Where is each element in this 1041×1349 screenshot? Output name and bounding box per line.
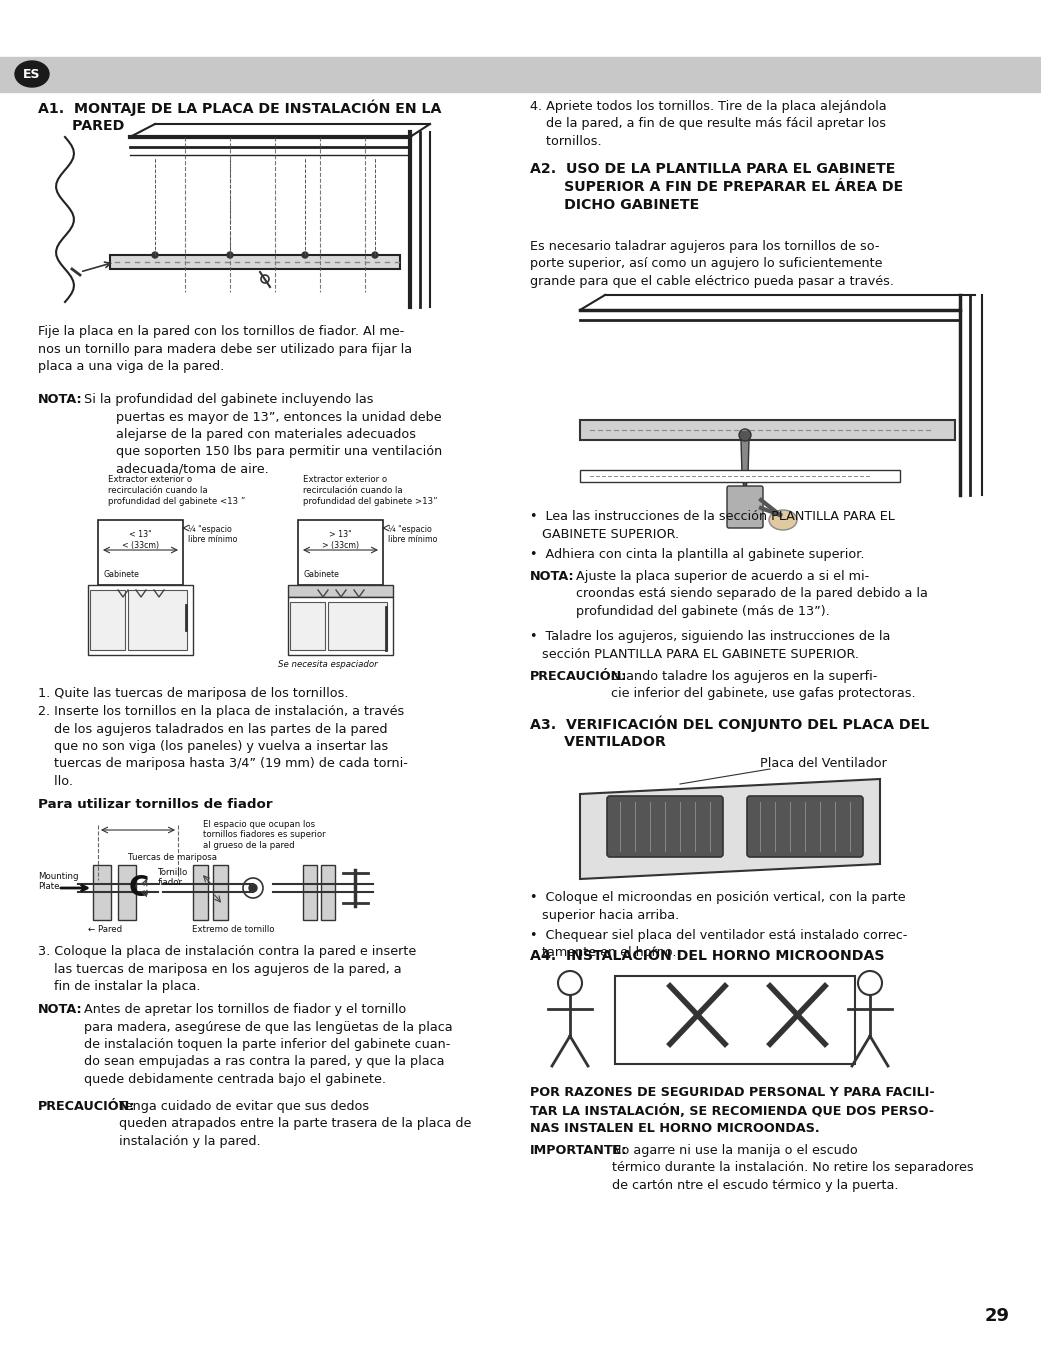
Text: C: C bbox=[129, 874, 149, 902]
Text: 1. Quite las tuercas de mariposa de los tornillos.: 1. Quite las tuercas de mariposa de los … bbox=[39, 687, 349, 700]
Text: ← Pared: ← Pared bbox=[88, 925, 122, 934]
FancyBboxPatch shape bbox=[727, 486, 763, 527]
Bar bbox=[88, 585, 193, 656]
Polygon shape bbox=[741, 440, 750, 475]
Polygon shape bbox=[580, 778, 880, 880]
Text: Ajuste la placa superior de acuerdo a si el mi-
croondas está siendo separado de: Ajuste la placa superior de acuerdo a si… bbox=[576, 571, 928, 618]
Ellipse shape bbox=[15, 61, 49, 86]
Text: •  Coloque el microondas en posición vertical, con la parte
   superior hacia ar: • Coloque el microondas en posición vert… bbox=[530, 890, 906, 921]
Bar bbox=[615, 975, 855, 1064]
Polygon shape bbox=[742, 475, 748, 488]
Text: Es necesario taladrar agujeros para los tornillos de so-
porte superior, así com: Es necesario taladrar agujeros para los … bbox=[530, 240, 894, 287]
Bar bbox=[580, 469, 900, 482]
Text: Gabinete: Gabinete bbox=[103, 571, 138, 579]
Circle shape bbox=[249, 884, 257, 892]
Circle shape bbox=[302, 252, 308, 258]
Text: •  Lea las instrucciones de la sección PLANTILLA PARA EL
   GABINETE SUPERIOR.: • Lea las instrucciones de la sección PL… bbox=[530, 510, 895, 541]
FancyBboxPatch shape bbox=[607, 796, 723, 857]
Text: •  Taladre los agujeros, siguiendo las instrucciones de la
   sección PLANTILLA : • Taladre los agujeros, siguiendo las in… bbox=[530, 630, 890, 661]
Bar bbox=[98, 519, 183, 585]
Bar bbox=[93, 865, 111, 920]
Text: Se necesita espaciador: Se necesita espaciador bbox=[278, 660, 378, 669]
Bar bbox=[288, 598, 393, 656]
Text: ¼ "espacio
libre mínimo: ¼ "espacio libre mínimo bbox=[388, 525, 437, 545]
Bar bbox=[0, 57, 1041, 92]
Circle shape bbox=[372, 252, 378, 258]
Text: A1.  MONTAJE DE LA PLACA DE INSTALACIÓN EN LA
       PARED: A1. MONTAJE DE LA PLACA DE INSTALACIÓN E… bbox=[39, 100, 441, 132]
Text: ES: ES bbox=[23, 67, 41, 81]
Text: A3.  VERIFICACIÓN DEL CONJUNTO DEL PLACA DEL
       VENTILADOR: A3. VERIFICACIÓN DEL CONJUNTO DEL PLACA … bbox=[530, 715, 930, 749]
Text: IMPORTANTE:: IMPORTANTE: bbox=[530, 1144, 628, 1157]
Text: PRECAUCIÓN:: PRECAUCIÓN: bbox=[39, 1099, 135, 1113]
Text: Mounting
Plate: Mounting Plate bbox=[39, 871, 78, 892]
Bar bbox=[321, 865, 335, 920]
Text: Tuercas de mariposa: Tuercas de mariposa bbox=[128, 853, 217, 862]
FancyBboxPatch shape bbox=[747, 796, 863, 857]
Circle shape bbox=[243, 878, 263, 898]
Text: Tenga cuidado de evitar que sus dedos
queden atrapados entre la parte trasera de: Tenga cuidado de evitar que sus dedos qu… bbox=[119, 1099, 472, 1148]
Text: NOTA:: NOTA: bbox=[39, 393, 82, 406]
Bar bbox=[328, 602, 387, 650]
Bar bbox=[118, 865, 136, 920]
Bar bbox=[288, 585, 393, 598]
Text: •  Chequear siel placa del ventilador está instalado correc-
   tamente en el ho: • Chequear siel placa del ventilador est… bbox=[530, 929, 908, 959]
Text: Para utilizar tornillos de fiador: Para utilizar tornillos de fiador bbox=[39, 799, 273, 811]
Text: Extremo de tornillo: Extremo de tornillo bbox=[192, 925, 274, 934]
Text: Gabinete: Gabinete bbox=[303, 571, 339, 579]
Text: ¼ "espacio
libre mínimo: ¼ "espacio libre mínimo bbox=[188, 525, 237, 545]
Text: 4. Apriete todos los tornillos. Tire de la placa alejándola
    de la pared, a f: 4. Apriete todos los tornillos. Tire de … bbox=[530, 100, 887, 148]
Text: A4.  INSTALACIÓN DEL HORNO MICROONDAS: A4. INSTALACIÓN DEL HORNO MICROONDAS bbox=[530, 948, 885, 963]
Text: NOTA:: NOTA: bbox=[39, 1004, 82, 1016]
Bar bbox=[580, 420, 955, 440]
Text: Fije la placa en la pared con los tornillos de fiador. Al me-
nos un tornillo pa: Fije la placa en la pared con los tornil… bbox=[39, 325, 412, 374]
Text: •  Adhiera con cinta la plantilla al gabinete superior.: • Adhiera con cinta la plantilla al gabi… bbox=[530, 548, 864, 561]
Text: Si la profundidad del gabinete incluyendo las
        puertas es mayor de 13”, e: Si la profundidad del gabinete incluyend… bbox=[84, 393, 442, 476]
Text: NOTA:: NOTA: bbox=[530, 571, 575, 583]
Circle shape bbox=[152, 252, 158, 258]
Text: < 13"
< (33cm): < 13" < (33cm) bbox=[122, 530, 159, 549]
Bar bbox=[90, 590, 125, 650]
Bar bbox=[213, 865, 228, 920]
Circle shape bbox=[739, 429, 751, 441]
Polygon shape bbox=[110, 255, 400, 268]
Bar bbox=[128, 590, 187, 650]
Text: Antes de apretar los tornillos de fiador y el tornillo
para madera, asegúrese de: Antes de apretar los tornillos de fiador… bbox=[84, 1004, 453, 1086]
Text: cuando taladre los agujeros en la superfi-
cie inferior del gabinete, use gafas : cuando taladre los agujeros en la superf… bbox=[611, 670, 916, 700]
Text: Tornillo
fiador: Tornillo fiador bbox=[158, 867, 188, 888]
Circle shape bbox=[227, 252, 233, 258]
Text: Extractor exterior o
recirculación cuando la
profundidad del gabinete <13 ”: Extractor exterior o recirculación cuand… bbox=[108, 475, 246, 506]
Text: POR RAZONES DE SEGURIDAD PERSONAL Y PARA FACILI-
TAR LA INSTALACIÓN, SE RECOMIEN: POR RAZONES DE SEGURIDAD PERSONAL Y PARA… bbox=[530, 1086, 935, 1136]
Bar bbox=[193, 865, 208, 920]
Text: > 13"
> (33cm): > 13" > (33cm) bbox=[322, 530, 359, 549]
Text: El espacio que ocupan los
tornillos fiadores es superior
al grueso de la pared: El espacio que ocupan los tornillos fiad… bbox=[203, 820, 326, 850]
Text: PRECAUCIÓN:: PRECAUCIÓN: bbox=[530, 670, 628, 683]
Text: 29: 29 bbox=[985, 1307, 1010, 1325]
Bar bbox=[290, 602, 326, 650]
Text: 3. Coloque la placa de instalación contra la pared e inserte
    las tuercas de : 3. Coloque la placa de instalación contr… bbox=[39, 946, 416, 993]
Text: A2.  USO DE LA PLANTILLA PARA EL GABINETE
       SUPERIOR A FIN DE PREPARAR EL Á: A2. USO DE LA PLANTILLA PARA EL GABINETE… bbox=[530, 162, 904, 212]
Text: 2. Inserte los tornillos en la placa de instalación, a través
    de los agujero: 2. Inserte los tornillos en la placa de … bbox=[39, 706, 408, 788]
Ellipse shape bbox=[769, 510, 797, 530]
Text: Placa del Ventilador: Placa del Ventilador bbox=[760, 757, 887, 770]
Text: No agarre ni use la manija o el escudo
térmico durante la instalación. No retire: No agarre ni use la manija o el escudo t… bbox=[612, 1144, 973, 1193]
Text: Extractor exterior o
recirculación cuando la
profundidad del gabinete >13”: Extractor exterior o recirculación cuand… bbox=[303, 475, 437, 506]
Bar bbox=[298, 519, 383, 585]
Bar bbox=[303, 865, 318, 920]
